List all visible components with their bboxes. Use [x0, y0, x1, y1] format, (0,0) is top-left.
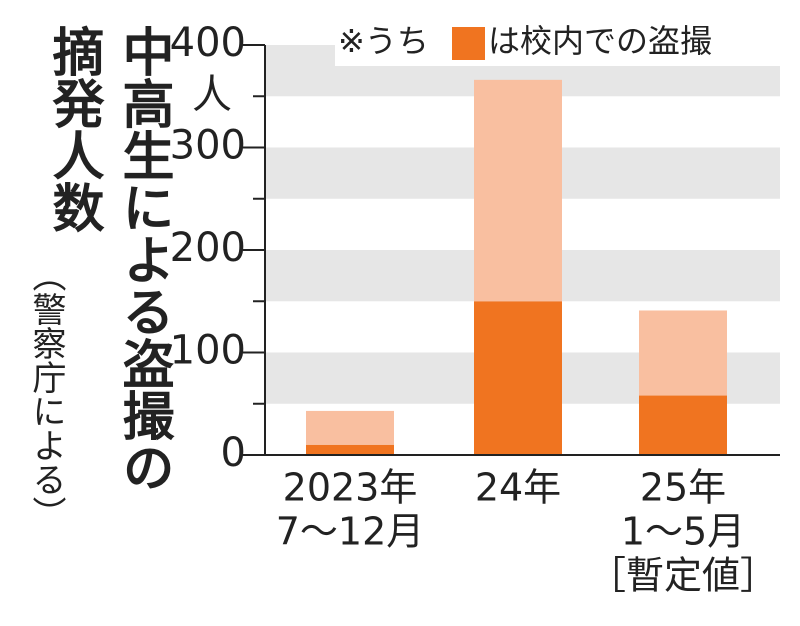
y-unit: 人 [192, 72, 232, 118]
y-tick-label: 300 [170, 123, 246, 169]
y-tick-label: 200 [170, 225, 246, 271]
chart-title: 中高生による盗撮の摘発人数 [43, 25, 173, 493]
bar-segment [474, 301, 562, 455]
x-tick-label: 25年 [640, 466, 726, 510]
bar-segment [306, 444, 394, 455]
x-tick-label: 1〜5月 [621, 510, 745, 554]
bar-segment [306, 410, 394, 445]
legend-prefix: ※うち [338, 22, 429, 60]
bar-segment [639, 310, 727, 396]
x-tick-label: ［暫定値］ [588, 554, 778, 598]
y-tick-label: 0 [221, 430, 246, 476]
x-tick-label: 7〜12月 [276, 510, 425, 554]
y-tick-label: 100 [170, 328, 246, 374]
bar-segment [639, 395, 727, 455]
legend-bg [335, 20, 780, 66]
y-tick-label: 400 [170, 20, 246, 66]
x-tick-label: 24年 [475, 466, 561, 510]
legend-label: は校内での盗撮 [488, 22, 712, 60]
bar-segment [474, 79, 562, 302]
legend-swatch [452, 27, 485, 60]
chart-subtitle: （警察庁による） [26, 258, 66, 530]
x-tick-label: 2023年 [283, 466, 418, 510]
